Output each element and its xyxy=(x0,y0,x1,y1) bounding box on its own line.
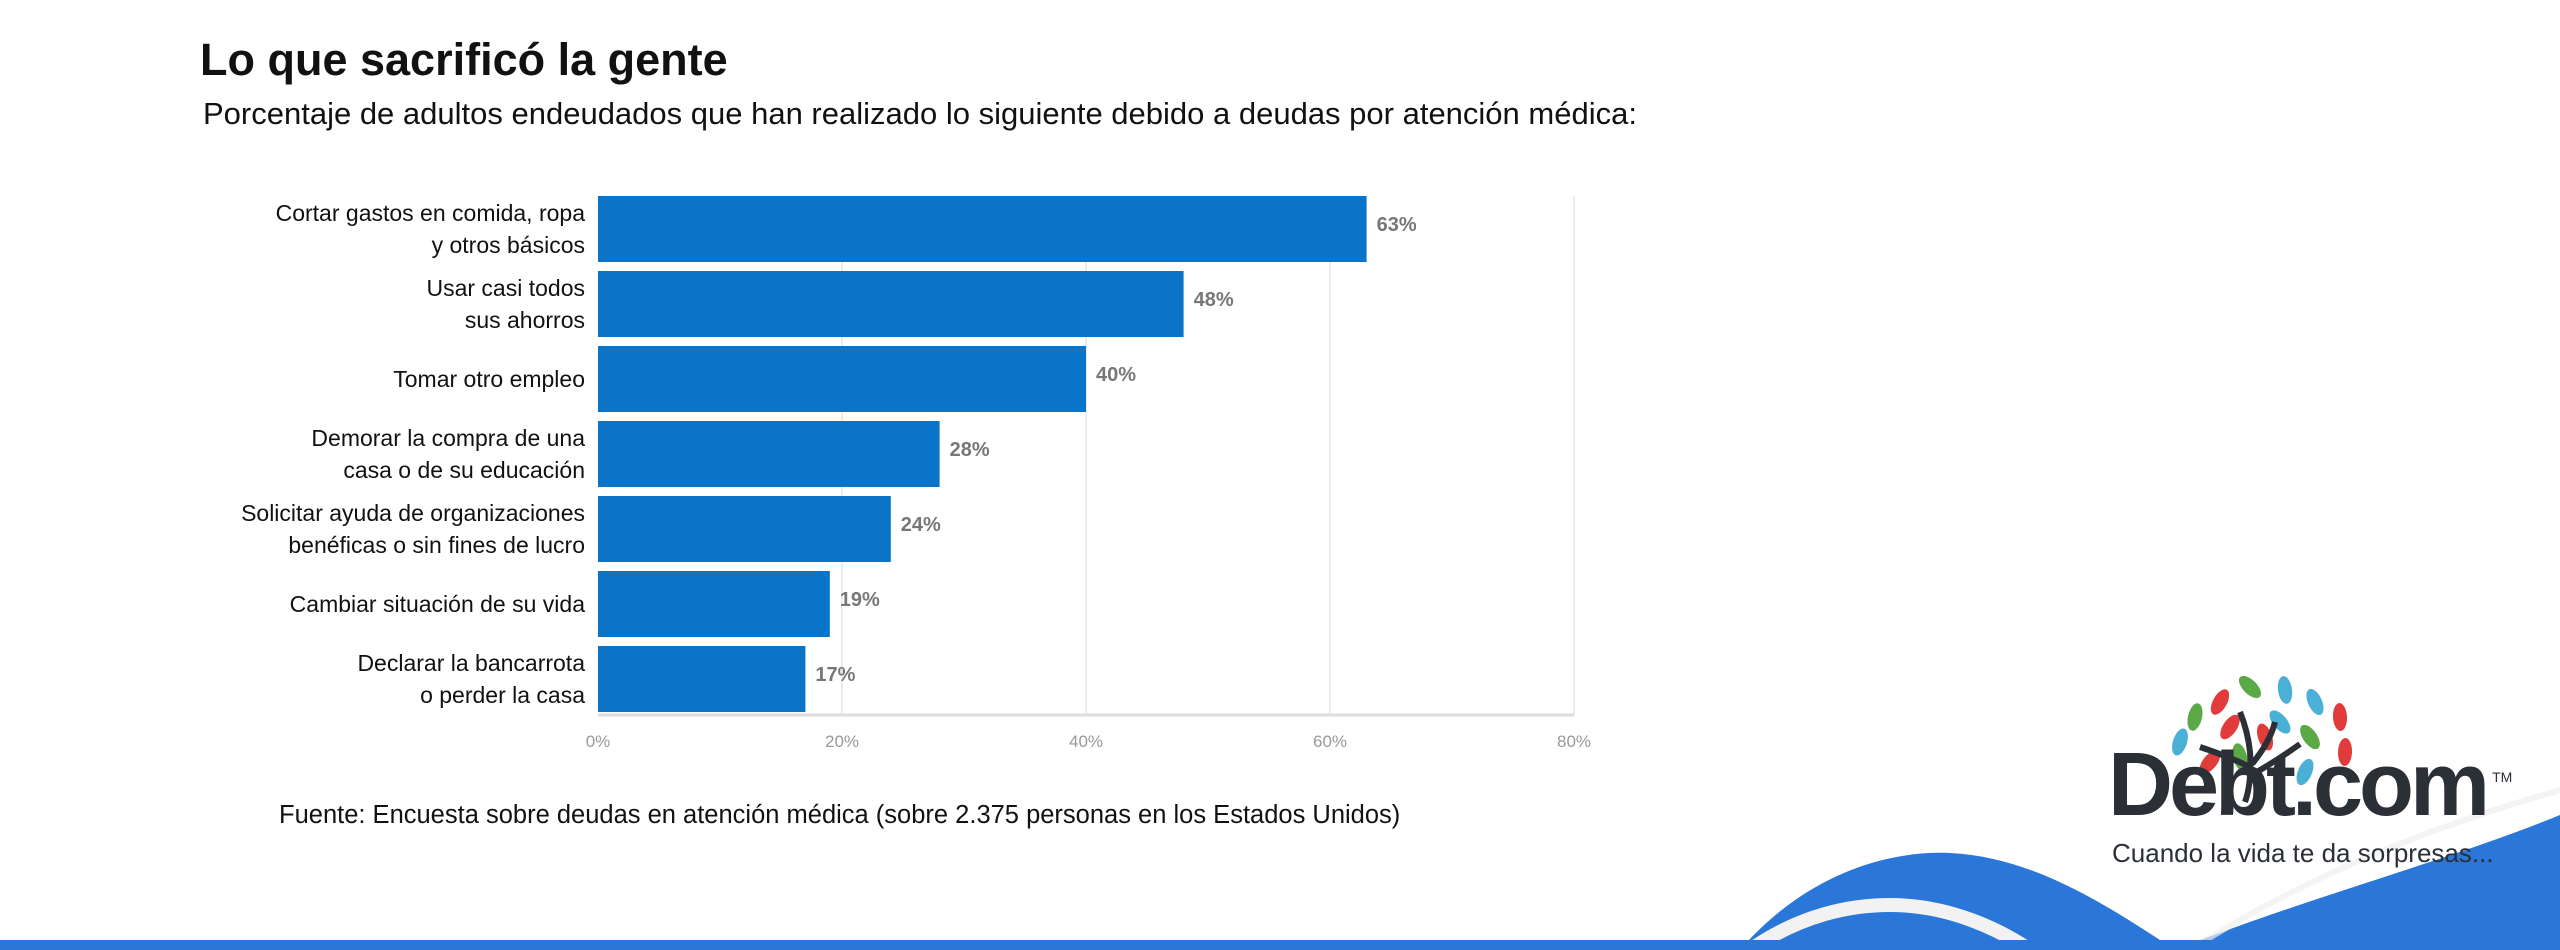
bar xyxy=(598,571,830,637)
brand-logo-text: Debt.com xyxy=(2108,735,2490,835)
data-label: 24% xyxy=(901,514,941,536)
x-tick-label: 40% xyxy=(1069,732,1103,751)
category-label: Cortar gastos en comida, ropa y otros bá… xyxy=(275,200,585,258)
bar xyxy=(598,646,806,712)
category-label: Declarar la bancarrota o perder la casa xyxy=(357,650,585,708)
page-subtitle: Porcentaje de adultos endeudados que han… xyxy=(203,96,1637,131)
x-tick-label: 0% xyxy=(586,732,611,751)
leaf xyxy=(2172,728,2188,756)
x-tick-label: 80% xyxy=(1557,732,1591,751)
leaf xyxy=(2238,675,2262,699)
leaf xyxy=(2300,724,2320,750)
source-note: Fuente: Encuesta sobre deudas en atenció… xyxy=(279,801,1401,829)
leaf xyxy=(2306,688,2324,716)
data-label: 63% xyxy=(1377,214,1417,236)
trademark: TM xyxy=(2492,769,2513,785)
data-label: 48% xyxy=(1194,289,1234,311)
brand-logo: Debt.com TM xyxy=(2108,740,2512,830)
leaf xyxy=(2210,689,2230,715)
data-label: 17% xyxy=(815,664,855,686)
leaf xyxy=(2269,710,2291,734)
brand-tagline: Cuando la vida te da sorpresas... xyxy=(2112,838,2494,868)
leaf xyxy=(2277,676,2293,704)
leaf xyxy=(2337,738,2353,766)
leaf xyxy=(2187,703,2203,731)
category-label: Solicitar ayuda de organizaciones benéfi… xyxy=(241,500,585,558)
data-label: 28% xyxy=(950,439,990,461)
leaf xyxy=(2199,750,2221,774)
leaf xyxy=(2296,758,2314,786)
page-title: Lo que sacrificó la gente xyxy=(200,34,728,85)
bar xyxy=(598,271,1184,337)
data-label: 19% xyxy=(840,589,880,611)
category-label: Usar casi todos sus ahorros xyxy=(426,275,585,333)
category-label: Tomar otro empleo xyxy=(393,366,585,392)
category-label: Demorar la compra de una casa o de su ed… xyxy=(311,425,585,483)
bar xyxy=(598,496,891,562)
leaf xyxy=(2220,714,2240,740)
leaf xyxy=(2332,703,2348,731)
category-label: Cambiar situación de su vida xyxy=(289,591,585,617)
data-label: 40% xyxy=(1096,364,1136,386)
x-tick-label: 60% xyxy=(1313,732,1347,751)
bar xyxy=(598,196,1367,262)
bar-chart: 0% 20% 40% 60% 80% 63% 48% 40% 28% 24% 19% 17% xyxy=(586,196,1591,751)
tree-logo-icon xyxy=(2172,675,2353,803)
bar xyxy=(598,346,1086,412)
x-tick-label: 20% xyxy=(825,732,859,751)
bar xyxy=(598,421,940,487)
